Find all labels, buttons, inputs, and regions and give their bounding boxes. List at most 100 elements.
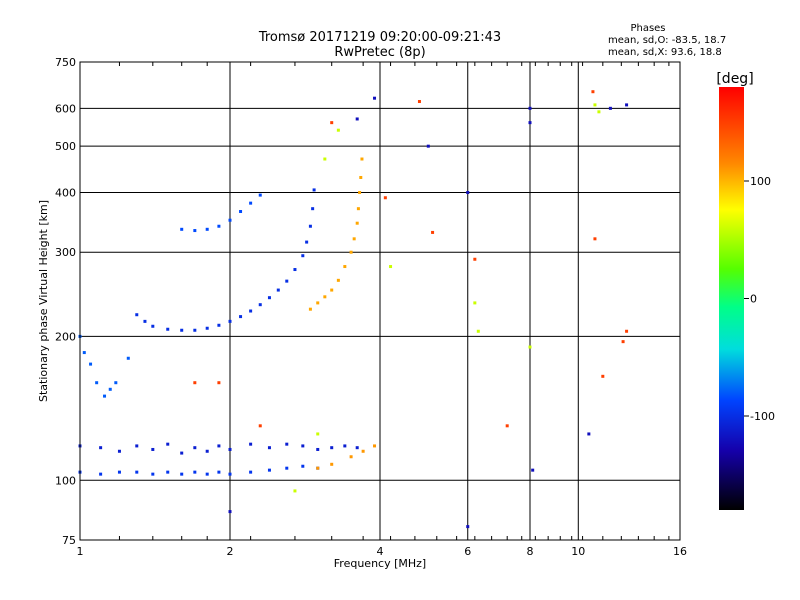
data-point <box>258 193 262 197</box>
data-point <box>330 446 334 450</box>
data-point <box>293 268 297 272</box>
data-point <box>360 157 364 161</box>
data-point <box>217 224 221 228</box>
x-axis-label: Frequency [MHz] <box>334 557 426 570</box>
data-point <box>349 250 353 254</box>
data-point <box>505 424 509 428</box>
data-point <box>336 278 340 282</box>
data-point <box>308 307 312 311</box>
data-point <box>473 301 477 305</box>
data-point <box>205 449 209 453</box>
data-point <box>193 328 197 332</box>
data-point <box>151 324 155 328</box>
data-point <box>249 309 253 313</box>
data-point <box>258 424 262 428</box>
data-point <box>108 387 112 391</box>
data-point <box>528 121 532 125</box>
data-point <box>228 218 232 222</box>
data-point <box>473 257 477 261</box>
data-point <box>343 265 347 269</box>
data-point <box>151 472 155 476</box>
data-point <box>99 472 103 476</box>
data-point <box>316 466 320 470</box>
x-tick-label: 16 <box>673 545 687 558</box>
data-point <box>323 157 327 161</box>
data-point <box>625 103 629 107</box>
data-point <box>249 201 253 205</box>
y-tick-label: 500 <box>55 140 76 153</box>
data-point <box>193 381 197 385</box>
phases-x-stats: mean, sd,X: 93.6, 18.8 <box>608 47 722 58</box>
data-point <box>99 446 103 450</box>
data-point <box>180 472 184 476</box>
data-point <box>531 468 535 472</box>
y-tick-label: 400 <box>55 186 76 199</box>
data-point <box>217 444 221 448</box>
x-tick-label: 4 <box>377 545 384 558</box>
data-point <box>293 489 297 493</box>
data-point <box>608 106 612 110</box>
data-point <box>316 432 320 436</box>
data-point <box>135 313 139 317</box>
data-point <box>311 207 315 211</box>
data-point <box>352 237 356 241</box>
data-point <box>217 381 221 385</box>
x-tick-label: 8 <box>527 545 534 558</box>
data-point <box>267 446 271 450</box>
data-point <box>285 466 289 470</box>
data-point <box>180 328 184 332</box>
data-point <box>217 470 221 474</box>
x-tick-label: 10 <box>571 545 585 558</box>
data-point <box>82 351 86 355</box>
data-point <box>355 221 359 225</box>
data-point <box>228 510 232 514</box>
data-point <box>361 449 365 453</box>
data-point <box>239 315 243 319</box>
data-point <box>587 432 591 436</box>
data-point <box>267 296 271 300</box>
data-point <box>373 96 377 100</box>
data-point <box>114 381 118 385</box>
colorbar-label: [deg] <box>716 71 753 87</box>
data-point <box>267 468 271 472</box>
data-point <box>276 288 280 292</box>
data-point <box>593 237 597 241</box>
chart-title: Tromsø 20171219 09:20:00-09:21:43 <box>258 30 501 45</box>
colorbar <box>719 87 744 510</box>
data-point <box>343 444 347 448</box>
data-point <box>239 210 243 214</box>
data-point <box>180 451 184 455</box>
data-point <box>316 447 320 451</box>
data-point <box>117 470 121 474</box>
data-point <box>301 254 305 258</box>
data-point <box>103 394 107 398</box>
data-point <box>389 265 393 269</box>
data-point <box>330 288 334 292</box>
data-point <box>258 303 262 307</box>
data-point <box>228 472 232 476</box>
y-tick-label: 200 <box>55 330 76 343</box>
data-point <box>476 329 480 333</box>
y-tick-label: 600 <box>55 102 76 115</box>
data-point <box>431 230 435 234</box>
data-point <box>601 374 605 378</box>
colorbar-tick-label: 0 <box>750 293 757 306</box>
data-point <box>228 319 232 323</box>
x-tick-label: 1 <box>77 545 84 558</box>
data-point <box>95 381 99 385</box>
data-point <box>249 470 253 474</box>
data-point <box>205 227 209 231</box>
plot-frame <box>79 61 681 541</box>
y-tick-label: 750 <box>55 56 76 69</box>
data-point <box>593 103 597 107</box>
data-point <box>166 442 170 446</box>
data-point <box>625 329 629 333</box>
data-point <box>466 190 470 194</box>
data-point <box>126 356 130 360</box>
data-point <box>166 327 170 331</box>
data-point <box>143 319 147 323</box>
data-point <box>373 444 377 448</box>
data-point <box>285 279 289 283</box>
x-axis-ticks: 1 2 4 6 8 10 16 <box>77 62 687 558</box>
y-tick-label: 300 <box>55 246 76 259</box>
